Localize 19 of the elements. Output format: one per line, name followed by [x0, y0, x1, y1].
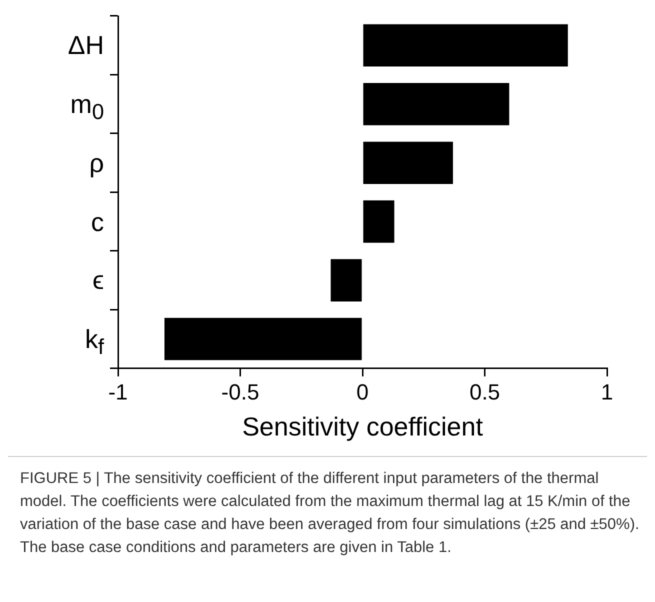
bar — [363, 24, 568, 67]
bar — [363, 200, 394, 243]
caption: FIGURE 5 | The sensitivity coefficient of the different input parameters of the thermal model. The coefficients were calculated from the maximum thermal lag at 15 K/min of the variation of the base case and have been averaged from four simulations (±25 and ±50%). The base case conditions and parameters are given in Table 1. — [20, 469, 640, 558]
x-tick-label: 0.5 — [469, 380, 500, 405]
y-tick-label: c — [91, 206, 104, 238]
x-tick-label: 1 — [600, 380, 614, 405]
bar — [164, 318, 362, 360]
y-tick-label: ΔH — [68, 29, 104, 62]
x-tick-label: -0.5 — [221, 380, 260, 405]
x-axis-title: Sensitivity coefficient — [242, 412, 484, 442]
bar — [363, 82, 510, 126]
y-tick-label: m$_{0}$ — [70, 88, 104, 124]
y-tick-label: ϵ — [92, 264, 104, 296]
x-tick-label: 0 — [356, 380, 369, 405]
y-tick-label: k$_{f}$ — [84, 323, 104, 360]
bar — [363, 142, 453, 184]
x-tick-label: -1 — [108, 380, 128, 405]
bar — [330, 259, 362, 302]
y-tick-label: ρ — [89, 146, 104, 179]
